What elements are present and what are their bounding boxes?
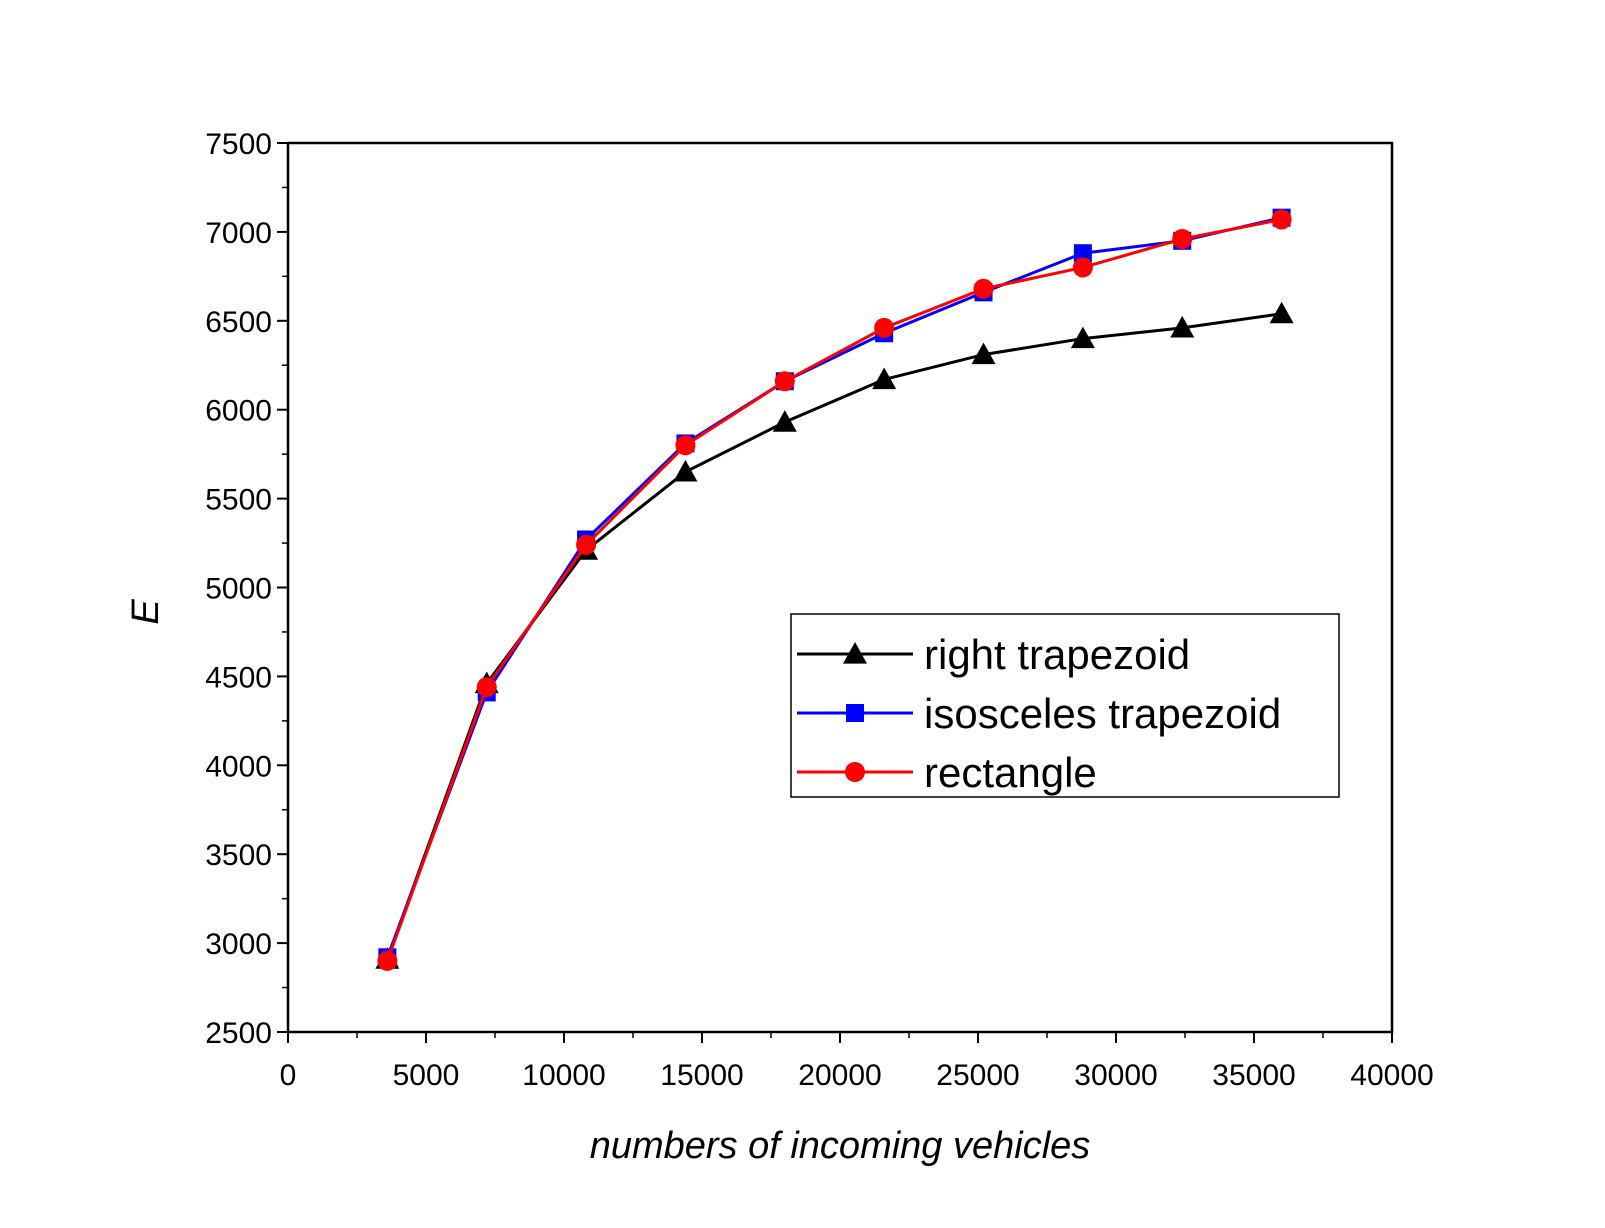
x-tick-label: 40000 xyxy=(1350,1059,1433,1092)
data-point-square xyxy=(1073,244,1092,263)
x-tick-label: 0 xyxy=(280,1059,297,1092)
legend: right trapezoid isosceles trapezoid rectan… xyxy=(790,613,1340,798)
legend-item: rectangle xyxy=(797,749,1097,796)
series-line xyxy=(385,217,1282,962)
data-point-circle xyxy=(576,534,597,555)
x-tick-label: 5000 xyxy=(393,1059,460,1092)
x-tick-label: 20000 xyxy=(798,1059,881,1092)
y-tick-label: 6500 xyxy=(205,306,272,339)
legend-label: right trapezoid xyxy=(924,631,1190,678)
x-tick-label: 30000 xyxy=(1074,1059,1157,1092)
legend-marker xyxy=(843,642,867,664)
axis-ticks xyxy=(277,142,1393,1043)
y-tick-label: 3000 xyxy=(205,928,272,961)
data-point-circle xyxy=(1172,229,1193,250)
data-point-circle xyxy=(1072,257,1093,278)
y-tick-label: 6000 xyxy=(205,395,272,428)
series-layer xyxy=(375,208,1294,971)
series-square xyxy=(378,208,1291,967)
data-point-triangle xyxy=(1170,315,1195,338)
y-tick-label: 4500 xyxy=(205,661,272,694)
data-point-triangle xyxy=(872,367,897,390)
legend-label: isosceles trapezoid xyxy=(924,690,1281,737)
y-tick-label: 5000 xyxy=(205,573,272,606)
legend-items: right trapezoid isosceles trapezoid rectan… xyxy=(797,631,1281,796)
series-line xyxy=(385,216,1282,958)
data-point-circle xyxy=(1271,209,1292,230)
legend-label: rectangle xyxy=(924,749,1097,796)
data-point-circle xyxy=(377,950,398,971)
y-tick-label: 7000 xyxy=(205,217,272,250)
y-tick-label: 7500 xyxy=(205,128,272,161)
y-axis-title: E xyxy=(125,599,167,625)
data-point-circle xyxy=(874,317,895,338)
data-point-circle xyxy=(675,435,696,456)
x-tick-label: 15000 xyxy=(660,1059,743,1092)
data-point-triangle xyxy=(673,459,698,482)
data-point-circle xyxy=(774,371,795,392)
data-point-triangle xyxy=(772,410,797,432)
legend-marker xyxy=(846,704,864,722)
data-point-triangle xyxy=(971,342,996,365)
y-tick-label: 5500 xyxy=(205,484,272,517)
y-tick-label: 3500 xyxy=(205,839,272,872)
x-tick-label: 25000 xyxy=(936,1059,1019,1092)
x-tick-label: 10000 xyxy=(522,1059,605,1092)
legend-item: isosceles trapezoid xyxy=(797,690,1281,737)
y-tick-label: 4000 xyxy=(205,750,272,783)
plot-frame xyxy=(286,141,1394,1034)
series-circle xyxy=(377,209,1292,971)
legend-item: right trapezoid xyxy=(797,631,1190,678)
x-tick-label: 35000 xyxy=(1212,1059,1295,1092)
legend-marker xyxy=(845,762,865,782)
x-tick-labels: 0 5000 10000 15000 20000 25000 30000 35000 40000 xyxy=(280,1059,1434,1092)
x-axis-title: numbers of incoming vehicles xyxy=(590,1125,1091,1167)
data-point-circle xyxy=(476,677,497,698)
y-tick-labels: 2500 3000 3500 4000 4500 5000 5500 6000 6500 7000… xyxy=(205,128,272,1050)
data-point-circle xyxy=(973,278,994,299)
y-tick-label: 2500 xyxy=(205,1017,272,1050)
legend-box xyxy=(790,613,1340,798)
data-point-triangle xyxy=(1070,326,1095,349)
data-point-triangle xyxy=(1269,301,1294,324)
